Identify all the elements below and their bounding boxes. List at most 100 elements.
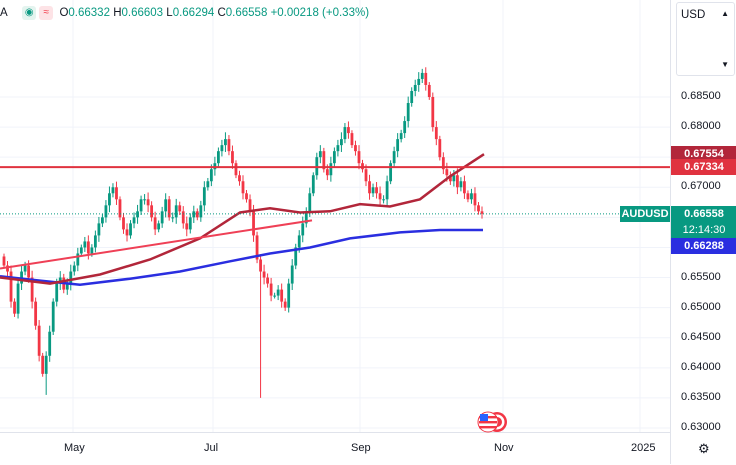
candle-body [6, 265, 9, 272]
price-tick: 0.65000 [681, 300, 721, 313]
candle-body [427, 84, 431, 97]
candle-body [27, 265, 31, 278]
time-tick: Nov [494, 442, 514, 454]
candle-body [115, 187, 118, 200]
price-tick: 0.68000 [681, 120, 721, 133]
candle-body [202, 187, 206, 206]
candle-body [220, 145, 224, 152]
candle-body [132, 217, 136, 224]
time-tick: 2025 [631, 442, 656, 454]
candle-body [308, 193, 312, 212]
chevron-down-icon: ▼ [721, 60, 729, 69]
currency-select[interactable]: USD ▲ ▼ [676, 2, 735, 76]
candle-body [23, 265, 27, 272]
candle-body [448, 175, 452, 182]
low-label: L [166, 7, 173, 20]
candle-body [238, 175, 241, 182]
gear-icon[interactable]: ⚙ [698, 441, 710, 456]
candle-body [65, 283, 69, 290]
close-label: C [217, 7, 226, 20]
candle-body [55, 283, 59, 302]
candle-body [441, 157, 445, 170]
price-tick: 0.67000 [681, 180, 721, 193]
price-axis[interactable]: 0.685000.680000.675000.670000.665000.660… [670, 0, 736, 464]
candle-body [174, 205, 178, 218]
candle-body [389, 163, 393, 182]
candle-body [255, 235, 259, 260]
ma-slow-line[interactable] [0, 153, 485, 285]
low-value: 0.66294 [172, 7, 215, 20]
high-label: H [113, 7, 122, 20]
candle-body [322, 151, 326, 170]
candle-body [297, 235, 301, 248]
time-tick: Jul [204, 442, 219, 454]
candle-body [452, 175, 456, 182]
candle-body [160, 211, 164, 224]
candle-body [129, 223, 132, 236]
candle-body [146, 199, 150, 206]
price-chart[interactable] [0, 0, 670, 432]
candle-body [438, 139, 442, 158]
time-axis[interactable]: May Jul Sep Nov 2025 [0, 432, 670, 465]
candle-body [108, 193, 111, 206]
trend-line[interactable] [0, 219, 313, 270]
candle-body [79, 247, 83, 254]
candle-body [434, 127, 438, 140]
currency-label: USD [681, 9, 706, 21]
candle-body [178, 205, 182, 212]
candle-body [399, 133, 403, 140]
candle-body [153, 217, 157, 230]
candle-body [44, 355, 48, 374]
eye-icon[interactable]: ◉ [22, 6, 37, 20]
candle-body [51, 301, 55, 332]
candle-body [431, 97, 435, 128]
price-tick: 0.65500 [681, 270, 721, 283]
candle-body [470, 193, 473, 200]
candle-body [72, 265, 76, 272]
candle-body [262, 271, 266, 278]
candle-body [311, 175, 315, 194]
candle-body [69, 271, 73, 284]
candle-body [9, 271, 13, 302]
candle-body [332, 151, 336, 164]
candle-body [354, 145, 357, 152]
candle-body [343, 127, 347, 140]
wave-icon[interactable]: ≈ [39, 6, 54, 20]
candle-body [139, 199, 143, 212]
candle-body [216, 151, 220, 164]
chart-area[interactable] [0, 0, 670, 432]
ma-fast-line[interactable] [0, 228, 483, 287]
level-price-tag: 0.67334 [671, 159, 736, 176]
candle-body [266, 277, 270, 284]
price-tick: 0.63500 [681, 390, 721, 403]
candle-body [157, 223, 161, 230]
candle-body [403, 121, 407, 134]
high-value: 0.66603 [121, 7, 164, 20]
ma-fast-price-tag: 0.66288 [671, 238, 736, 255]
ma-slow-price-tag: 0.67554 [671, 145, 736, 162]
candle-body [280, 289, 284, 302]
close-value: 0.66558 [225, 7, 268, 20]
candle-body [350, 133, 354, 146]
candle-body [97, 223, 101, 236]
candle-body [252, 211, 255, 236]
candle-body [325, 169, 329, 176]
candle-body [111, 187, 115, 194]
candle-body [368, 181, 371, 194]
candle-body [392, 151, 396, 164]
candle-body [294, 247, 298, 266]
candle-body [455, 175, 459, 188]
candle-body [209, 169, 213, 182]
candle-body [234, 163, 238, 176]
candle-body [340, 139, 343, 146]
candle-body [122, 217, 125, 230]
time-tick: May [64, 442, 85, 454]
open-value: 0.66332 [68, 7, 110, 20]
candle-body [378, 193, 382, 200]
candle-body [76, 253, 80, 266]
bar-countdown: 12:14:30 [682, 223, 726, 236]
candle-body [167, 199, 171, 218]
candle-body [406, 103, 410, 122]
candle-body [245, 193, 248, 200]
us-flag-icon[interactable] [474, 411, 508, 433]
